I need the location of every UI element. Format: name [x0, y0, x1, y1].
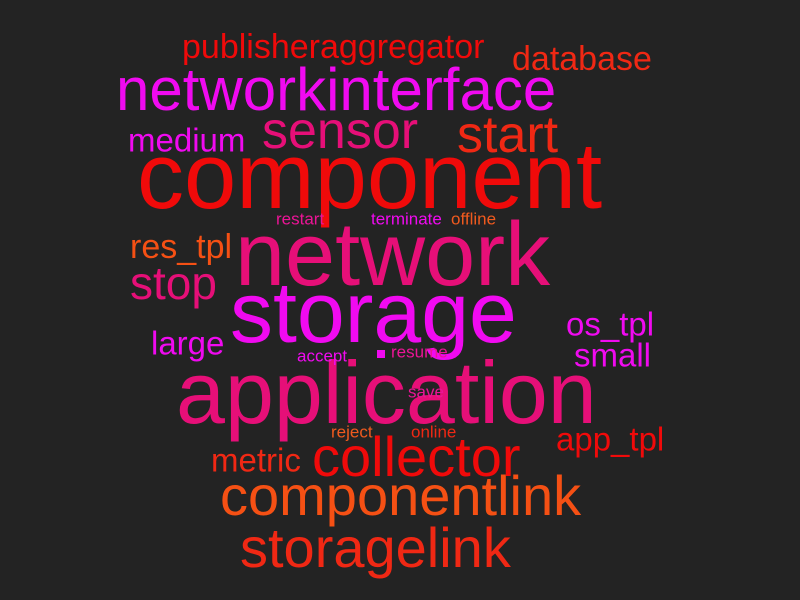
word-network: network	[235, 205, 551, 305]
word-online: online	[411, 422, 457, 442]
word-application: application	[176, 343, 597, 442]
word-sensor: sensor	[262, 102, 419, 160]
word-tiny-mark	[377, 350, 385, 358]
word-os-tpl: os_tpl	[566, 305, 655, 343]
word-res-tpl: res_tpl	[130, 228, 233, 266]
word-start: start	[457, 106, 559, 164]
word-stop: stop	[130, 257, 217, 309]
word-resume: resume	[391, 342, 448, 362]
word-app-tpl: app_tpl	[556, 420, 665, 458]
word-networkinterface: networkinterface	[116, 56, 557, 123]
word-storagelink: storagelink	[240, 516, 511, 579]
word-component: component	[137, 123, 603, 228]
word-restart: restart	[276, 209, 325, 229]
word-reject: reject	[331, 422, 373, 442]
word-save: save	[408, 382, 444, 402]
word-componentlink: componentlink	[220, 464, 582, 527]
word-storage: storage	[230, 265, 517, 361]
word-database: database	[512, 40, 652, 78]
word-small: small	[574, 336, 652, 374]
word-terminate: terminate	[371, 209, 442, 229]
word-accept: accept	[297, 346, 348, 366]
word-publisheraggregator: publisheraggregator	[182, 28, 485, 66]
word-offline: offline	[451, 209, 497, 229]
word-collector: collector	[312, 425, 521, 488]
word-medium: medium	[128, 121, 246, 159]
word-metric: metric	[211, 441, 301, 479]
word-large: large	[151, 324, 225, 362]
